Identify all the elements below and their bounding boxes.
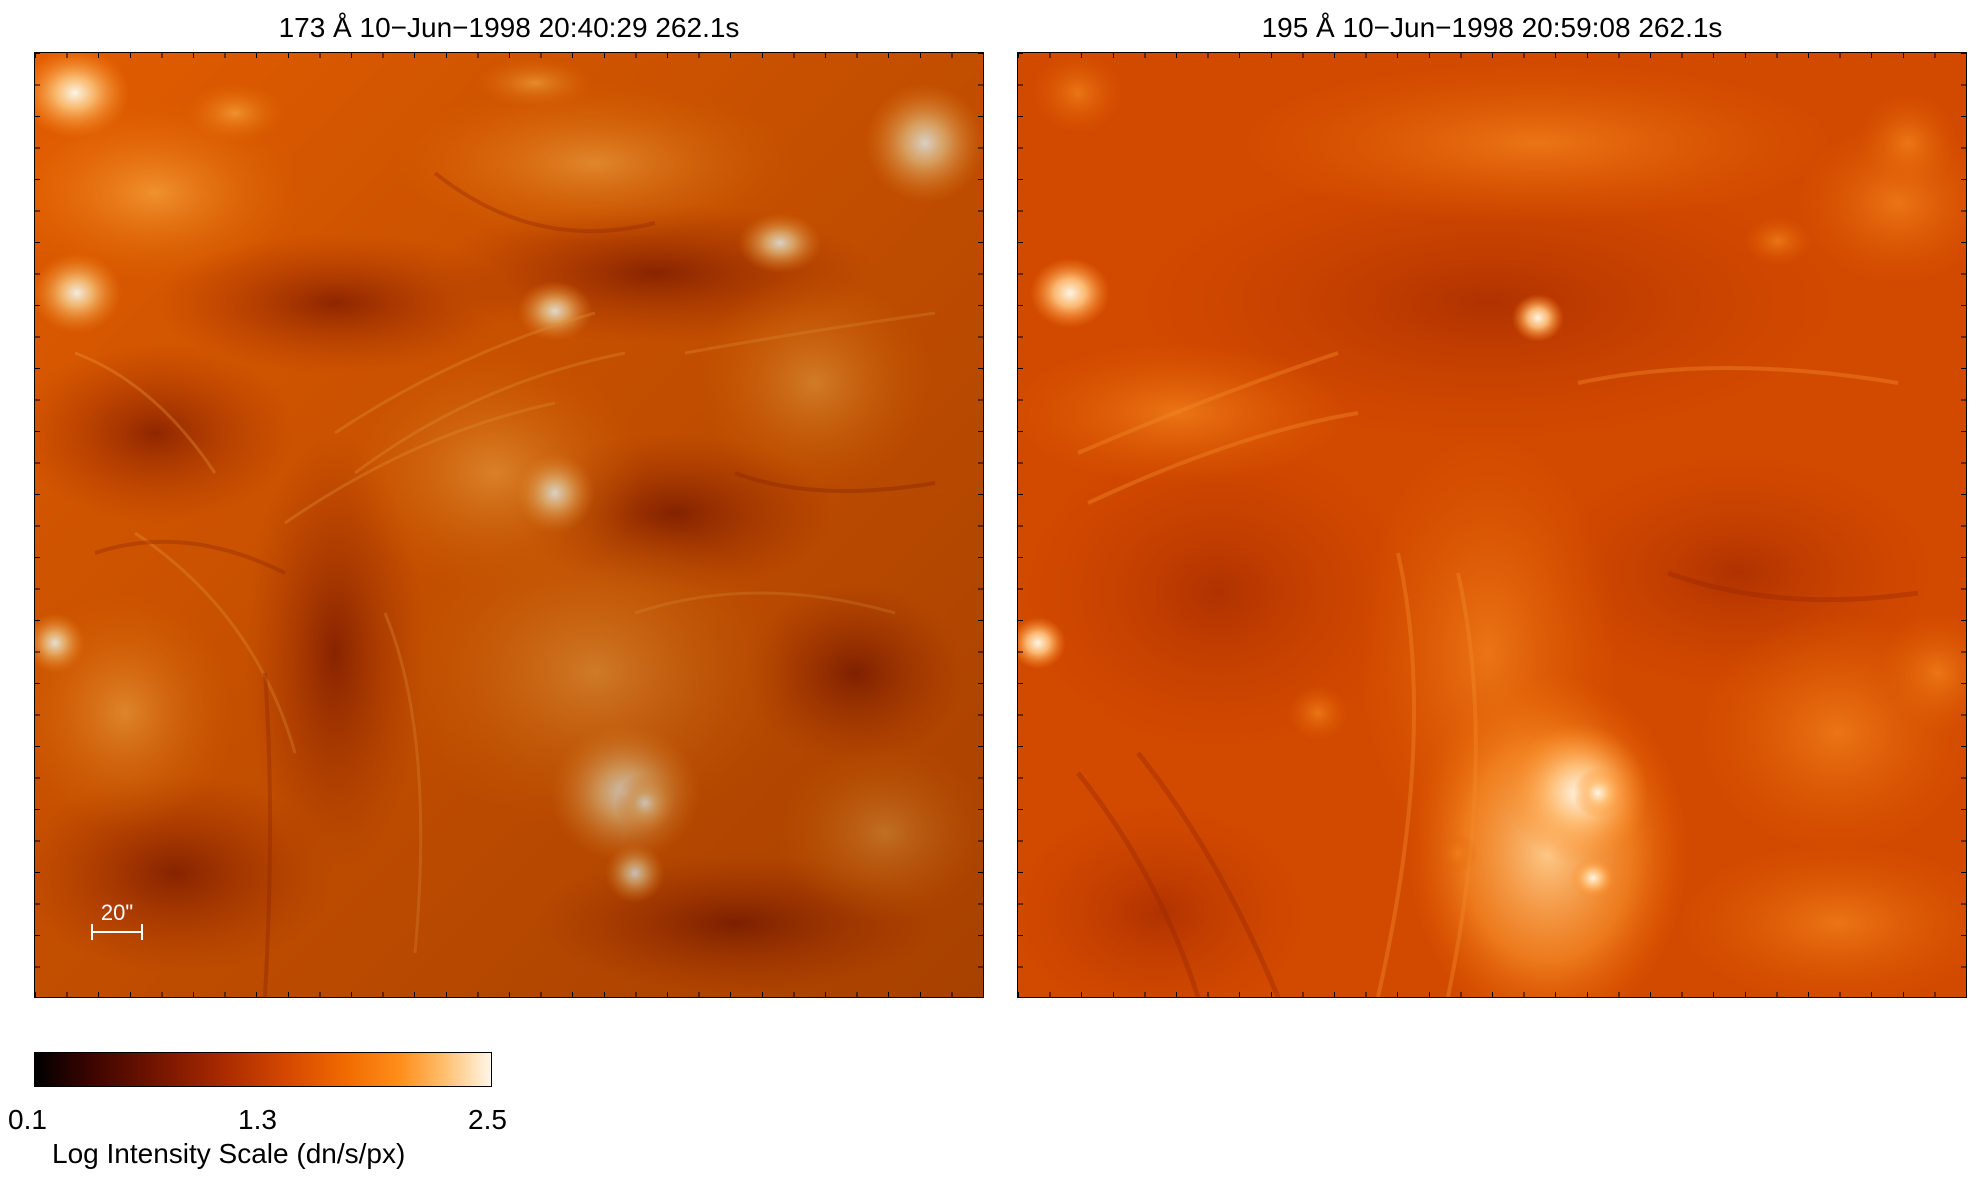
scale-bar-line (91, 924, 143, 940)
colorbar-label: Log Intensity Scale (dn/s/px) (52, 1138, 406, 1169)
colorbar-tick-min: 0.1 (8, 1104, 47, 1135)
colorbar (34, 1052, 492, 1087)
solar-image-195 (1017, 52, 1967, 998)
solar-image-173-graphic (35, 53, 983, 997)
solar-image-195-graphic (1018, 53, 1966, 997)
scale-bar-label: 20" (100, 900, 134, 925)
scale-bar: 20" (87, 901, 147, 941)
panel-title-195: 195 Å 10−Jun−1998 20:59:08 262.1s (1261, 12, 1723, 43)
panel-title-173: 173 Å 10−Jun−1998 20:40:29 262.1s (278, 12, 740, 43)
colorbar-tick-mid: 1.3 (238, 1104, 277, 1135)
colorbar-tick-max: 2.5 (468, 1104, 507, 1135)
solar-image-173: 20" (34, 52, 984, 998)
